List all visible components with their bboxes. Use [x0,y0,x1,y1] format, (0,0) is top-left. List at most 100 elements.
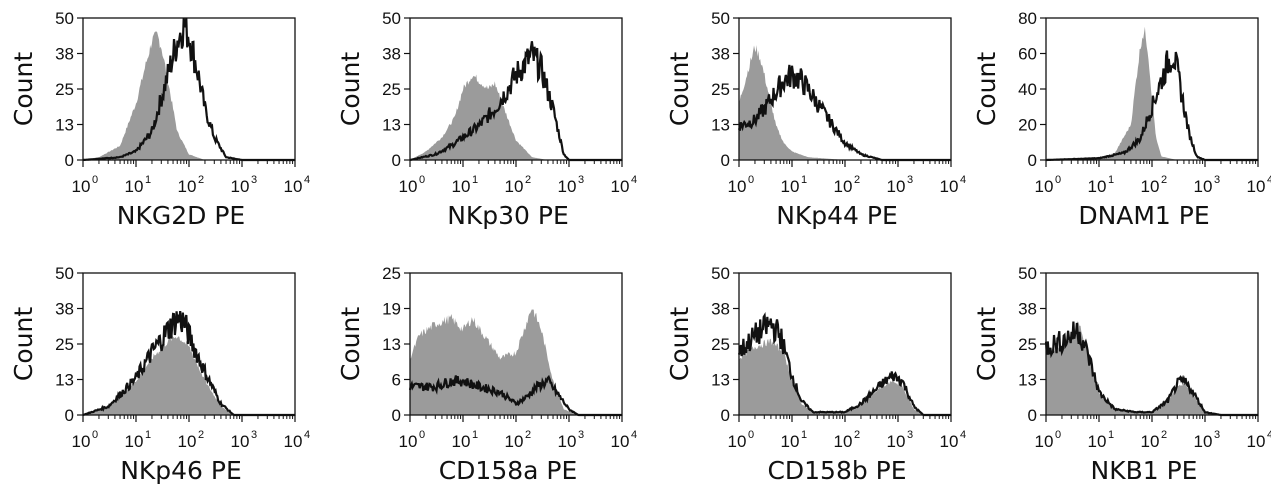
x-tick-label: 10 [1035,177,1054,196]
y-tick-label: 13 [1018,371,1037,390]
y-tick-label: 13 [711,371,730,390]
x-tick-label: 10 [1088,432,1107,451]
x-axis-label: DNAM1 PE [1078,201,1209,230]
y-tick-label: 13 [55,116,74,135]
x-tick-exponent: 2 [198,429,204,441]
x-tick-label: 10 [178,177,197,196]
y-tick-label: 6 [392,371,401,390]
x-tick-exponent: 2 [1161,174,1167,186]
isotype-control-area [739,45,951,160]
x-tick-exponent: 1 [801,429,807,441]
x-tick-exponent: 4 [1267,429,1271,441]
y-tick-label: 38 [711,300,730,319]
x-tick-exponent: 2 [525,174,531,186]
y-tick-label: 25 [382,80,401,99]
y-tick-label: 0 [1028,406,1037,425]
x-tick-exponent: 4 [960,429,966,441]
y-tick-label: 19 [382,300,401,319]
x-tick-label: 10 [505,432,524,451]
y-tick-label: 0 [1028,151,1037,170]
y-tick-label: 20 [1018,116,1037,135]
x-tick-exponent: 1 [801,174,807,186]
x-axis-label: NKB1 PE [1091,456,1198,485]
x-tick-label: 10 [1247,177,1266,196]
y-tick-label: 60 [1018,45,1037,64]
x-tick-label: 10 [452,432,471,451]
y-tick-label: 25 [55,335,74,354]
y-tick-label: 38 [55,45,74,64]
isotype-control-area [739,338,951,415]
y-tick-label: 25 [1018,335,1037,354]
x-tick-label: 10 [887,432,906,451]
x-axis-label: NKG2D PE [117,201,245,230]
y-tick-label: 80 [1018,9,1037,28]
y-tick-label: 50 [55,264,74,283]
x-tick-exponent: 3 [251,174,257,186]
x-tick-exponent: 0 [748,174,754,186]
y-tick-label: 25 [55,80,74,99]
x-tick-label: 10 [834,177,853,196]
y-tick-label: 13 [382,335,401,354]
x-tick-label: 10 [940,432,959,451]
y-tick-label: 0 [65,406,74,425]
y-tick-label: 25 [382,264,401,283]
x-tick-exponent: 2 [525,429,531,441]
y-tick-label: 38 [1018,300,1037,319]
isotype-control-area [410,74,622,160]
y-tick-label: 50 [1018,264,1037,283]
x-tick-exponent: 3 [578,429,584,441]
x-tick-exponent: 2 [198,174,204,186]
x-tick-exponent: 1 [472,429,478,441]
x-tick-exponent: 0 [748,429,754,441]
x-tick-exponent: 0 [92,174,98,186]
x-tick-label: 10 [611,177,630,196]
y-tick-label: 50 [382,9,401,28]
y-axis-label: Count [665,307,694,381]
x-tick-label: 10 [125,177,144,196]
x-tick-exponent: 0 [1055,174,1061,186]
y-tick-label: 25 [711,335,730,354]
x-tick-label: 10 [781,432,800,451]
x-tick-label: 10 [452,177,471,196]
x-tick-label: 10 [728,177,747,196]
x-tick-label: 10 [887,177,906,196]
x-tick-label: 10 [399,432,418,451]
x-tick-exponent: 4 [304,429,310,441]
x-axis-label: NKp30 PE [447,201,569,230]
x-tick-exponent: 2 [854,429,860,441]
y-axis-label: Count [9,307,38,381]
x-tick-exponent: 2 [1161,429,1167,441]
marker-staining-line [737,312,951,417]
y-tick-label: 0 [65,151,74,170]
x-tick-label: 10 [72,177,91,196]
y-tick-label: 50 [711,9,730,28]
y-axis-label: Count [336,307,365,381]
x-tick-label: 10 [1194,177,1213,196]
x-tick-label: 10 [781,177,800,196]
x-tick-label: 10 [1194,432,1213,451]
x-tick-exponent: 1 [145,174,151,186]
x-tick-exponent: 4 [631,174,637,186]
y-tick-label: 38 [382,45,401,64]
x-tick-exponent: 1 [1108,429,1114,441]
x-tick-label: 10 [1141,432,1160,451]
y-axis-label: Count [9,52,38,126]
x-tick-exponent: 3 [1214,174,1220,186]
y-tick-label: 25 [711,80,730,99]
x-tick-exponent: 4 [960,174,966,186]
isotype-control-area [1046,321,1258,415]
y-axis-label: Count [972,52,1001,126]
y-tick-label: 0 [721,406,730,425]
y-tick-label: 13 [55,371,74,390]
x-tick-exponent: 1 [145,429,151,441]
x-tick-exponent: 4 [1267,174,1271,186]
x-tick-label: 10 [558,432,577,451]
x-tick-exponent: 3 [578,174,584,186]
x-axis-label: CD158b PE [767,456,906,485]
y-tick-label: 40 [1018,80,1037,99]
